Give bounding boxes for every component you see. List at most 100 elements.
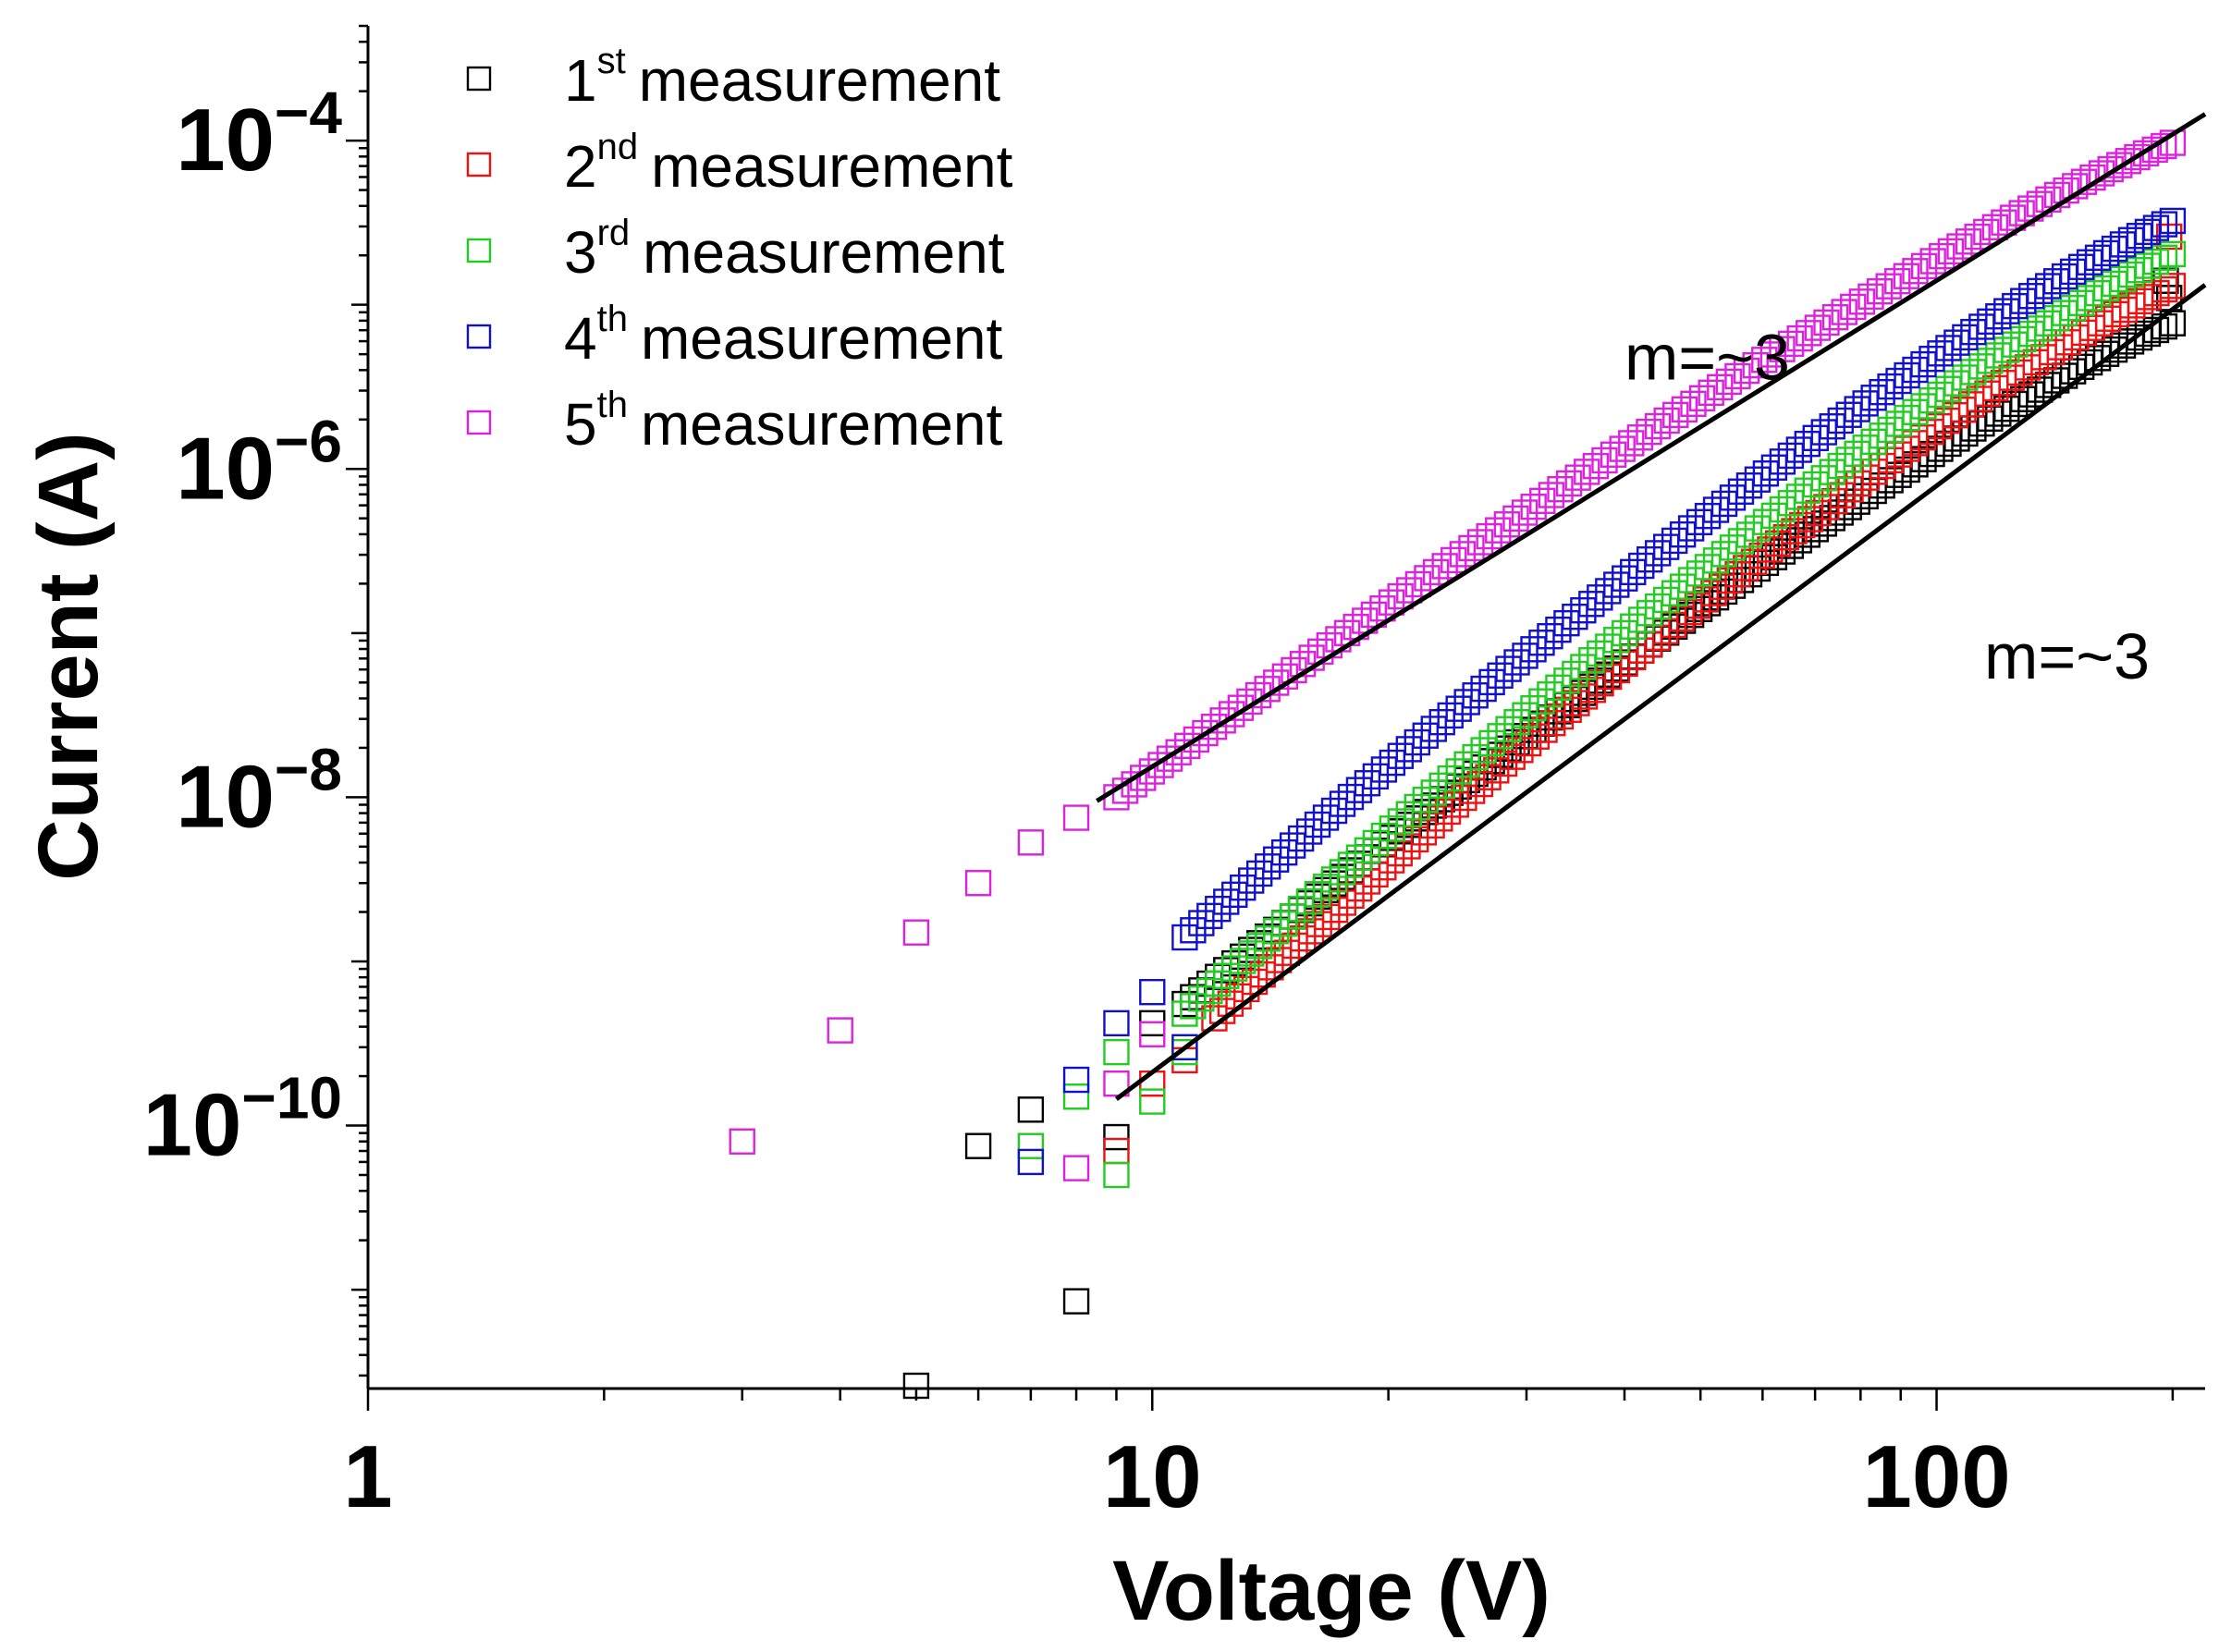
series-3-point [1238,940,1265,967]
series-2-point [1555,696,1582,723]
series-2-point [1982,374,2009,402]
legend-entry: 2nd measurement [564,127,1013,200]
series-1-point [1262,916,1290,944]
series-3-point [1062,1083,1090,1110]
series-3-point [1503,709,1530,736]
series-4-point [2027,277,2053,305]
series-4-point [1196,902,1223,930]
series-1-point [1270,910,1298,936]
series-3-point [1628,606,1655,633]
series-4-point [1139,978,1166,1006]
series-4-point [1993,298,2020,324]
y-tick-label: 10−6 [176,408,342,518]
series-4-point [1935,335,1962,361]
series-3-point [1017,1132,1045,1159]
series-2-point [1571,683,1599,710]
series-5-point [964,870,992,897]
series-4-point [1952,324,1979,351]
series-4-point [2067,253,2095,280]
series-5-point [1733,357,1760,385]
series-3-point [1545,674,1572,701]
series-4-point [1329,790,1356,817]
series-3-point [1612,619,1638,647]
series-4-point [1304,811,1331,838]
series-4-point [1188,910,1215,936]
series-4-point [1487,662,1514,689]
fit-line [1096,112,2207,803]
series-3-point [1287,895,1315,923]
series-4-point [1943,329,1970,356]
series-2-point [1273,939,1301,966]
series-3-point [1103,1161,1130,1189]
series-5-point [2141,136,2168,164]
series-5-point [1139,1021,1166,1047]
series-4-point [1919,345,1945,373]
series-5-point [1946,233,1973,260]
series-4-point [1205,895,1232,923]
series-5-point [1910,252,1938,280]
series-3-point [2035,310,2062,337]
series-3-point [1652,586,1680,614]
series-5-point [729,1128,755,1155]
series-3-point [1221,955,1248,982]
series-5-point [902,919,930,946]
series-3-point [1412,787,1439,814]
series-5-point [1062,1155,1090,1181]
series-5-point [1831,299,1857,325]
series-4-point [1312,804,1340,831]
series-4-point [1495,655,1522,682]
series-3-point [1362,829,1390,857]
series-4-point [1287,825,1315,852]
series-4-point [2018,283,2045,310]
series-1-point [1017,1096,1045,1123]
series-5-point [1937,238,1965,265]
series-2-point [1547,703,1575,730]
series-3-point [1404,793,1430,821]
series-5-point [1804,314,1832,341]
series-4-point [1254,853,1281,880]
series-3-point [1520,694,1547,722]
series-4-point [1230,874,1257,901]
series-3-point [1595,633,1622,660]
series-4-point [1985,303,2012,330]
series-2-point [1139,1070,1166,1097]
series-3-point [1562,660,1588,688]
series-4-point [1213,888,1240,915]
series-3-point [1254,925,1281,952]
series-5-point [1769,336,1796,362]
series-4-point [1337,783,1365,811]
slope-annotation: m=~3 [1624,322,1790,394]
series-4-point [1379,749,1406,777]
series-2-point [1539,710,1566,737]
series-3-point [1304,881,1331,908]
series-4-point [1245,860,1273,887]
series-2-point [1362,861,1389,888]
series-5-point [1848,288,1876,315]
series-3-point [1337,851,1365,878]
series-3-point [2101,270,2128,298]
series-5-point [2106,152,2133,178]
series-5-point [2124,143,2151,171]
series-3-point [1103,1038,1130,1066]
series-1-point [1103,1123,1130,1151]
series-4-point [1345,777,1373,803]
legend-marker [466,152,492,177]
series-4-point [1470,675,1497,703]
series-3-point [1445,758,1472,785]
series-4-point [1295,818,1323,845]
series-5-point [1955,228,1982,255]
series-5-point [1103,1070,1130,1097]
x-axis-title: Voltage (V) [1112,1544,1551,1638]
series-3-point [1188,985,1215,1012]
series-4-point [2076,249,2103,275]
series-5-point [1929,242,1955,270]
series-2-point [2095,305,2122,332]
series-3-point [1171,1000,1198,1027]
series-3-point [1512,702,1539,728]
series-4-point [1412,722,1439,749]
series-4-point [2051,263,2078,290]
series-3-point [1420,779,1447,806]
series-5-point [1964,223,1991,251]
legend-entry: 5th measurement [564,385,1002,458]
annotations: m=~3 m=~3 [1624,322,2150,692]
